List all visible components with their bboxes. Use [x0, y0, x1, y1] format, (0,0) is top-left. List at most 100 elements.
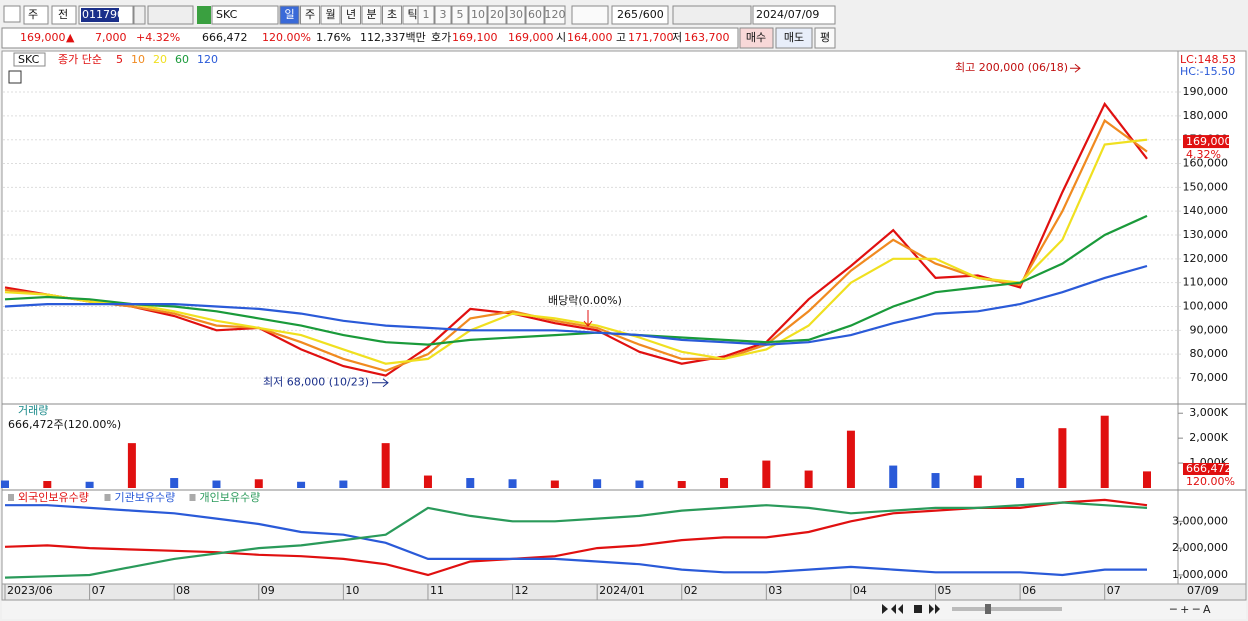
last-price-box — [1183, 135, 1229, 149]
quote-ask-label: 호가 — [431, 31, 451, 44]
series-line — [4, 101, 1148, 377]
y-tick-label: 3,000K — [1189, 406, 1228, 419]
name-input[interactable] — [211, 5, 279, 25]
legend-item: 5 — [116, 53, 123, 66]
series-line — [4, 214, 1148, 346]
interval-button[interactable] — [487, 5, 507, 25]
quote-bid: 169,000 — [508, 31, 554, 44]
quote-high: 171,700 — [628, 31, 674, 44]
last-price: 169,000 — [1186, 135, 1232, 148]
quote-bar — [1, 27, 739, 49]
avg-button[interactable] — [814, 27, 836, 49]
y-tick-label: 1,000,000 — [1172, 568, 1228, 581]
legend-name: SKC — [18, 53, 40, 66]
interval-button[interactable] — [525, 5, 545, 25]
x-tick-label: 04 — [853, 584, 867, 597]
stock-code: 011790 — [82, 8, 124, 21]
series-line — [4, 264, 1148, 346]
table-icon — [8, 70, 22, 84]
quote-arrow: ▲ — [66, 31, 75, 44]
selection — [81, 8, 119, 22]
menu-icon[interactable] — [3, 5, 21, 23]
x-tick-label: 08 — [176, 584, 190, 597]
market-select[interactable] — [23, 5, 49, 25]
x-tick-label: 09 — [261, 584, 275, 597]
sell-button[interactable] — [775, 27, 813, 49]
nav-icons[interactable]: ─ + ─ A — [882, 603, 1211, 616]
volume-bar — [423, 475, 432, 488]
x-tick-label: 11 — [430, 584, 444, 597]
interval-button[interactable] — [417, 5, 435, 25]
quote-price: 169,000 — [20, 31, 66, 44]
sell[interactable]: 매도 — [784, 31, 804, 44]
interval-button[interactable] — [468, 5, 488, 25]
x-tick-label: 07 — [92, 584, 106, 597]
volume-bar — [846, 430, 855, 488]
count-max: /600 — [639, 8, 664, 21]
high-marker — [1070, 63, 1081, 73]
quote-amount: 112,337백만 — [360, 31, 426, 44]
period-button[interactable] — [361, 5, 382, 25]
low-annotation: 최저 68,000 (10/23) — [263, 376, 369, 389]
prev-button[interactable] — [51, 5, 77, 25]
volume-bar — [1058, 428, 1067, 488]
volume-bar — [889, 465, 898, 488]
period-button[interactable] — [279, 5, 300, 25]
buy[interactable]: 매수 — [746, 31, 766, 44]
interval-button[interactable] — [544, 5, 566, 25]
period-button[interactable] — [382, 5, 402, 25]
volume-bar — [1016, 478, 1025, 488]
interval: 30 — [509, 8, 523, 21]
avg[interactable]: 평 — [820, 31, 830, 44]
volume-bar — [127, 443, 136, 488]
volume-bar — [1143, 471, 1151, 488]
series-line — [4, 498, 1148, 577]
count-input[interactable] — [611, 5, 669, 25]
dividend-marker — [583, 310, 593, 327]
period-button[interactable] — [341, 5, 361, 25]
interval-button[interactable] — [451, 5, 469, 25]
interval-button[interactable] — [434, 5, 452, 25]
legend-item: 120 — [197, 53, 218, 66]
dropdown[interactable] — [133, 5, 146, 25]
y-tick-label: 110,000 — [1183, 276, 1229, 289]
interval: 60 — [528, 8, 542, 21]
period: 년 — [346, 8, 356, 21]
date-input[interactable] — [752, 5, 836, 25]
tool-icons[interactable] — [672, 5, 752, 25]
period-button[interactable] — [320, 5, 341, 25]
stock-name: SKC — [216, 8, 238, 21]
volume-bar — [254, 479, 263, 488]
y-tick-label: 80,000 — [1190, 347, 1229, 360]
dropdown[interactable] — [571, 5, 609, 25]
y-tick-label: 190,000 — [1183, 85, 1229, 98]
quote-low-label: 저 — [672, 31, 682, 44]
volume-bar — [635, 480, 644, 488]
quote-change-pct: +4.32% — [136, 31, 180, 44]
prev: 전 — [58, 8, 68, 21]
new-badge — [197, 6, 211, 24]
y-tick-label: 180,000 — [1183, 109, 1229, 122]
last-volume-box — [1183, 463, 1229, 475]
interval-button[interactable] — [506, 5, 526, 25]
volume-bar — [212, 480, 221, 488]
interval: 1 — [423, 8, 430, 21]
buy-button[interactable] — [739, 27, 774, 49]
y-tick-label: 100,000 — [1183, 299, 1229, 312]
x-tick-label: 07 — [1107, 584, 1121, 597]
volume-bar — [973, 475, 982, 488]
y-tick-label: 130,000 — [1183, 228, 1229, 241]
x-tick-label: 10 — [345, 584, 359, 597]
period: 월 — [325, 8, 335, 21]
volume-summary: 666,472주(120.00%) — [8, 418, 121, 431]
volume-bar — [1100, 415, 1109, 488]
search-icons[interactable] — [147, 5, 194, 25]
y-tick-label: 160,000 — [1183, 157, 1229, 170]
series-line — [4, 501, 1148, 579]
volume-bar — [43, 481, 52, 488]
legend-item: 60 — [175, 53, 189, 66]
period-button[interactable] — [300, 5, 320, 25]
date: 2024/07/09 — [756, 8, 819, 21]
interval: 120 — [545, 8, 566, 21]
